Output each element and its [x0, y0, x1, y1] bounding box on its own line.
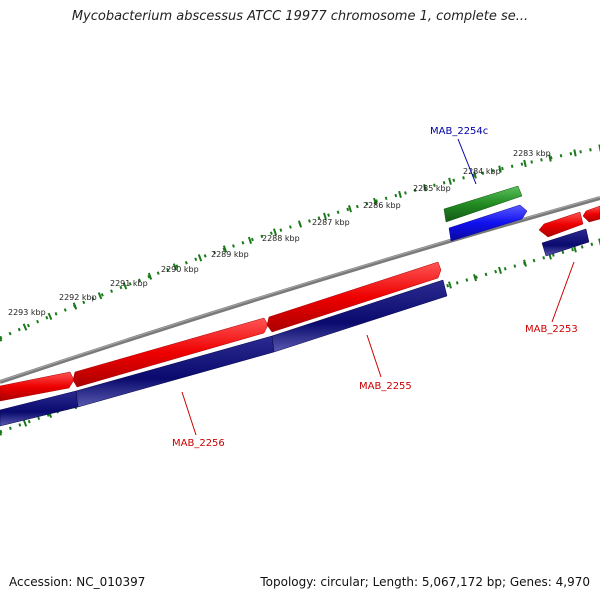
ruler-label: 2288 kbp [262, 234, 300, 243]
ruler-tick [122, 282, 128, 290]
cds-feature[interactable] [271, 279, 448, 353]
ruler-tick [473, 171, 477, 179]
ruler-tick [222, 245, 228, 253]
ruler-tick [147, 272, 153, 280]
gene-label[interactable]: MAB_2253 [525, 324, 578, 335]
cds-feature[interactable] [541, 228, 590, 257]
ruler-tick [498, 266, 502, 274]
ruler-tick [448, 281, 452, 289]
label-leader [181, 391, 197, 436]
ruler-label: 2291 kbp [110, 279, 148, 288]
ruler-label: 2284 kbp [463, 167, 501, 176]
ruler-label: 2292 kbp [59, 293, 97, 302]
ruler-tick [172, 263, 178, 271]
ruler-tick [373, 197, 377, 206]
label-leader [366, 334, 382, 378]
accession-text: Accession: NC_010397 [9, 575, 146, 589]
map-title: Mycobacterium abscessus ATCC 19977 chrom… [71, 9, 529, 24]
inner-ruler-dots [0, 240, 600, 434]
ruler-tick [0, 335, 3, 342]
ruler-tick [97, 292, 103, 300]
ruler-label: 2293 kbp [8, 308, 46, 317]
ruler-tick [197, 254, 203, 262]
ruler-tick [348, 205, 352, 213]
gene-feature[interactable] [0, 371, 75, 402]
gene-label[interactable]: MAB_2256 [172, 438, 225, 449]
gene-label[interactable]: MAB_2255 [359, 381, 412, 392]
gene-label[interactable]: MAB_2254c [430, 126, 488, 137]
ruler-label: 2283 kbp [513, 149, 551, 158]
genome-stats-text: Topology: circular; Length: 5,067,172 bp… [260, 575, 590, 589]
ruler-tick [598, 238, 600, 246]
ruler-tick [398, 190, 402, 199]
gene-feature[interactable] [72, 317, 269, 388]
label-leader [457, 138, 477, 185]
ruler-tick [72, 302, 78, 310]
ruler-label: 2286 kbp [363, 201, 401, 210]
gene-feature[interactable] [538, 211, 584, 238]
ruler-label: 2287 kbp [312, 218, 350, 227]
ruler-label: 2285 kbp [413, 184, 451, 193]
label-leader [551, 261, 575, 323]
ruler-tick [523, 159, 527, 168]
ruler-tick [47, 312, 53, 320]
ruler-label: 2290 kbp [161, 265, 199, 274]
ruler-tick [22, 419, 28, 427]
ruler-tick [448, 177, 452, 185]
ruler-tick [573, 149, 577, 157]
gene-feature[interactable] [582, 205, 600, 223]
ruler-tick [247, 236, 253, 245]
ruler-label: 2289 kbp [211, 250, 249, 259]
cds-feature-rev[interactable] [448, 204, 528, 242]
ruler-tick [297, 220, 303, 228]
ruler-tick [523, 259, 527, 267]
ruler-tick [22, 323, 28, 331]
ruler-tick [548, 154, 552, 162]
genome-backbone [0, 196, 600, 384]
ruler-tick [0, 429, 3, 436]
gene-feature[interactable] [266, 261, 442, 333]
ruler-tick [423, 184, 427, 192]
ruler-tick [498, 165, 502, 173]
ruler-tick [473, 274, 477, 282]
ruler-tick [323, 212, 327, 220]
ruler-tick [272, 228, 278, 236]
gene-feature-rev[interactable] [443, 185, 523, 223]
